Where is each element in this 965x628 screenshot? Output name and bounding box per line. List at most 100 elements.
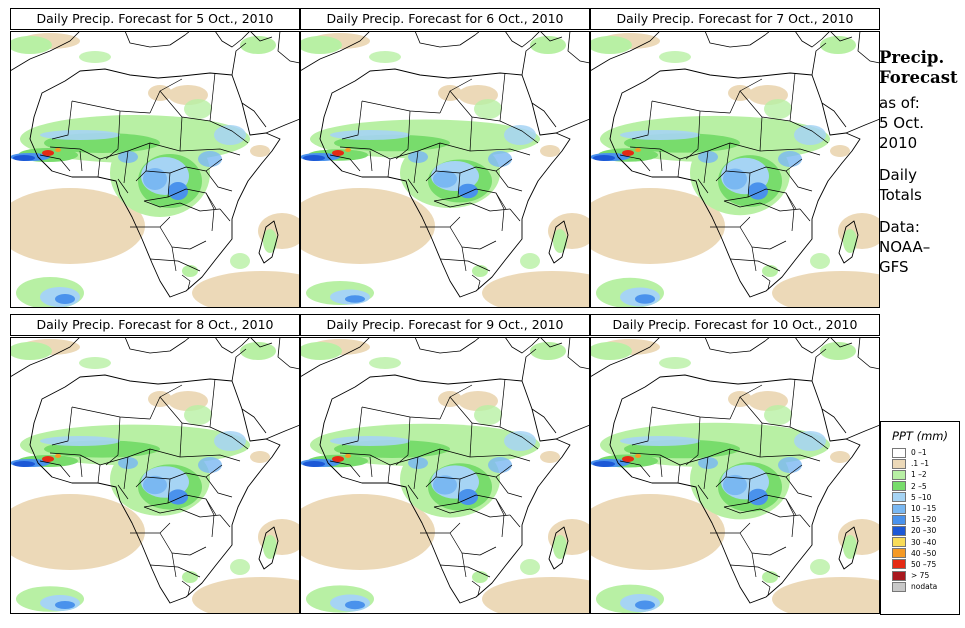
country-border: [739, 226, 787, 250]
precip-area: [810, 559, 830, 575]
country-border: [389, 142, 471, 160]
coastline: [124, 337, 191, 354]
country-border: [439, 258, 491, 272]
country-border: [461, 552, 467, 578]
precip-map: [10, 337, 300, 614]
country-border: [789, 378, 796, 428]
country-border: [495, 476, 523, 498]
precip-area: [240, 342, 276, 360]
country-border: [725, 166, 787, 174]
precip-area: [659, 357, 691, 369]
africa-outline: [319, 68, 571, 298]
country-border: [703, 456, 709, 490]
precip-area: [263, 535, 277, 559]
precip-area: [698, 457, 718, 469]
precip-area: [590, 36, 632, 54]
country-border: [369, 456, 373, 478]
country-border: [49, 452, 101, 466]
precip-area: [540, 451, 560, 463]
precip-area: [590, 494, 725, 570]
precip-area: [820, 36, 856, 54]
precip-area: [303, 155, 325, 161]
country-border: [407, 178, 419, 194]
precip-area: [764, 405, 792, 425]
country-border: [679, 142, 761, 160]
country-border: [785, 158, 803, 172]
country-border: [117, 484, 129, 500]
precip-area: [482, 577, 590, 614]
legend-item: 15 –20: [892, 514, 959, 525]
country-border: [219, 514, 231, 528]
coastline: [504, 31, 541, 48]
precip-map: [10, 31, 300, 308]
precip-area: [433, 475, 457, 495]
country-border: [619, 154, 651, 172]
precip-area: [474, 99, 502, 119]
coastline: [231, 42, 247, 76]
precip-area: [504, 125, 536, 145]
coastline: [249, 337, 273, 348]
africa-map: [300, 31, 590, 308]
coastline: [811, 348, 827, 382]
country-border: [629, 146, 681, 160]
country-border: [205, 158, 223, 172]
precip-area: [300, 494, 435, 570]
legend-item: > 75: [892, 570, 959, 581]
country-border: [785, 498, 795, 538]
legend-item: 5 –10: [892, 492, 959, 503]
precip-area: [810, 253, 830, 269]
country-border: [341, 100, 363, 140]
legend-label: 10 –15: [911, 504, 937, 514]
map-frame: [590, 337, 880, 614]
country-border: [759, 148, 821, 156]
country-border: [457, 494, 507, 516]
coastline: [539, 337, 563, 348]
precip-area: [148, 85, 172, 101]
country-border: [439, 564, 491, 578]
country-border: [219, 208, 231, 222]
precip-area: [263, 229, 277, 253]
coastline: [794, 31, 831, 48]
legend-item: nodata: [892, 581, 959, 592]
precip-area: [622, 456, 634, 462]
africa-outline: [609, 374, 861, 604]
legend-label: nodata: [911, 582, 938, 592]
country-border: [179, 116, 183, 152]
country-border: [123, 150, 129, 184]
coastline: [829, 337, 853, 348]
country-border: [369, 150, 373, 172]
precip-area: [345, 148, 351, 152]
precip-area: [620, 436, 700, 446]
country-border: [49, 146, 101, 160]
country-border: [167, 494, 217, 516]
precip-area: [778, 151, 802, 167]
country-border: [785, 464, 803, 478]
country-border: [39, 154, 71, 172]
legend-label: > 75: [911, 571, 930, 581]
panel-title: Daily Precip. Forecast for 9 Oct., 2010: [300, 314, 590, 336]
precip-area: [520, 559, 540, 575]
country-border: [341, 406, 363, 446]
legend-label: 15 –20: [911, 515, 937, 525]
country-border: [99, 142, 181, 160]
country-border: [677, 464, 681, 484]
date-line: 5 Oct.: [879, 114, 925, 132]
legend-label: 40 –50: [911, 548, 937, 558]
legend-swatch: [892, 581, 906, 592]
country-border: [471, 274, 481, 290]
precip-area: [230, 559, 250, 575]
country-border: [179, 454, 241, 462]
country-border: [759, 116, 763, 152]
precip-area: [723, 474, 747, 496]
africa-outline: [609, 68, 861, 298]
coastline: [521, 348, 537, 382]
country-border: [785, 192, 795, 232]
country-border: [685, 416, 701, 466]
madagascar-outline: [838, 526, 859, 570]
precip-area: [10, 494, 145, 570]
precip-area: [820, 342, 856, 360]
precip-legend: PPT (mm) 0 –1.1 –1 1 –2 2 –5 5 –10 10 –15 15 …: [880, 421, 960, 615]
precip-map: [300, 337, 590, 614]
precip-map: [590, 337, 880, 614]
precip-area: [55, 454, 61, 458]
